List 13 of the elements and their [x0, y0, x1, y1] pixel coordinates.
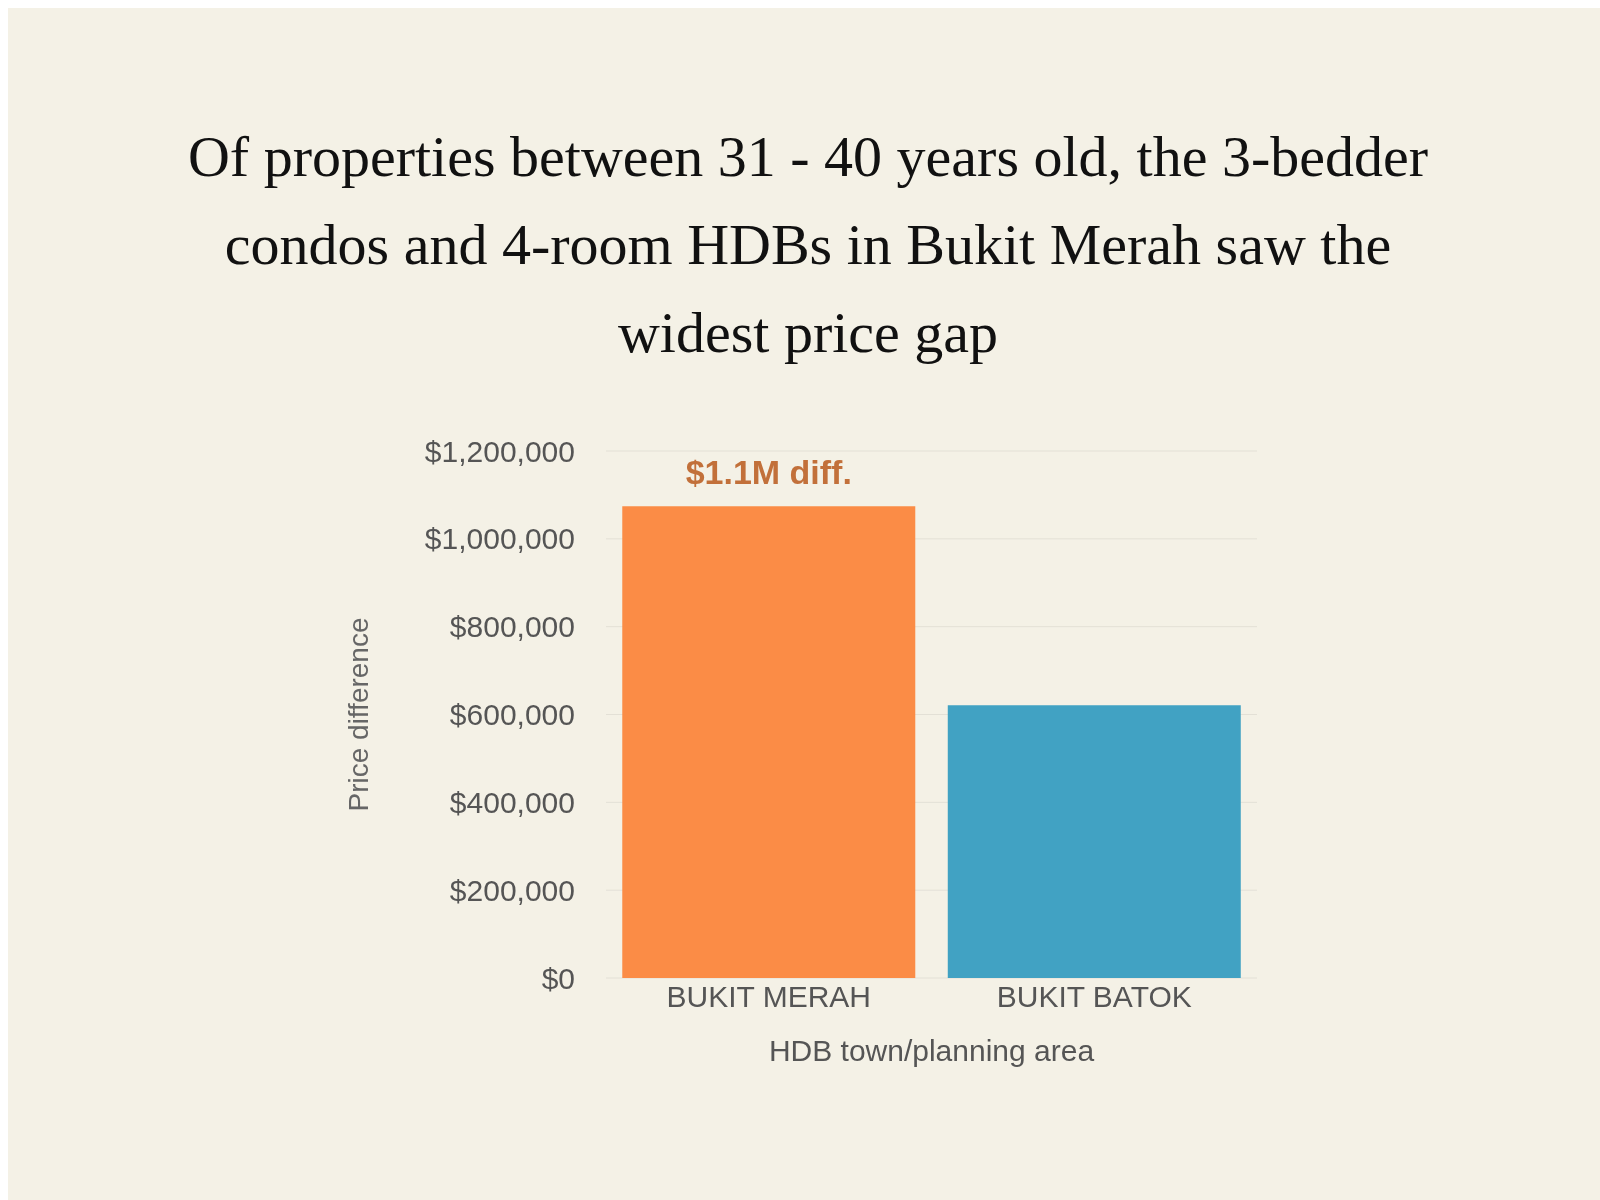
x-tick-label: BUKIT MERAH — [666, 980, 871, 1014]
x-tick-label: BUKIT BATOK — [996, 980, 1192, 1014]
annotation: $1.1M diff. — [685, 453, 852, 492]
chart-title: Of properties between 31 - 40 years old, the 3-bedder condos and 4-room HDBs in Bukit Merah saw the widest price gap — [186, 123, 1430, 367]
y-tick-label: $0 — [541, 961, 575, 995]
y-axis-title: Price difference — [342, 617, 374, 812]
y-tick-label: $400,000 — [449, 785, 575, 819]
y-tick-label: $1,000,000 — [424, 522, 575, 556]
y-tick-label: $200,000 — [449, 873, 575, 907]
y-tick-label: $1,200,000 — [424, 434, 575, 468]
x-axis-title: HDB town/planning area — [768, 1034, 1095, 1068]
y-tick-label: $800,000 — [449, 610, 575, 644]
y-tick-label: $600,000 — [449, 698, 575, 732]
